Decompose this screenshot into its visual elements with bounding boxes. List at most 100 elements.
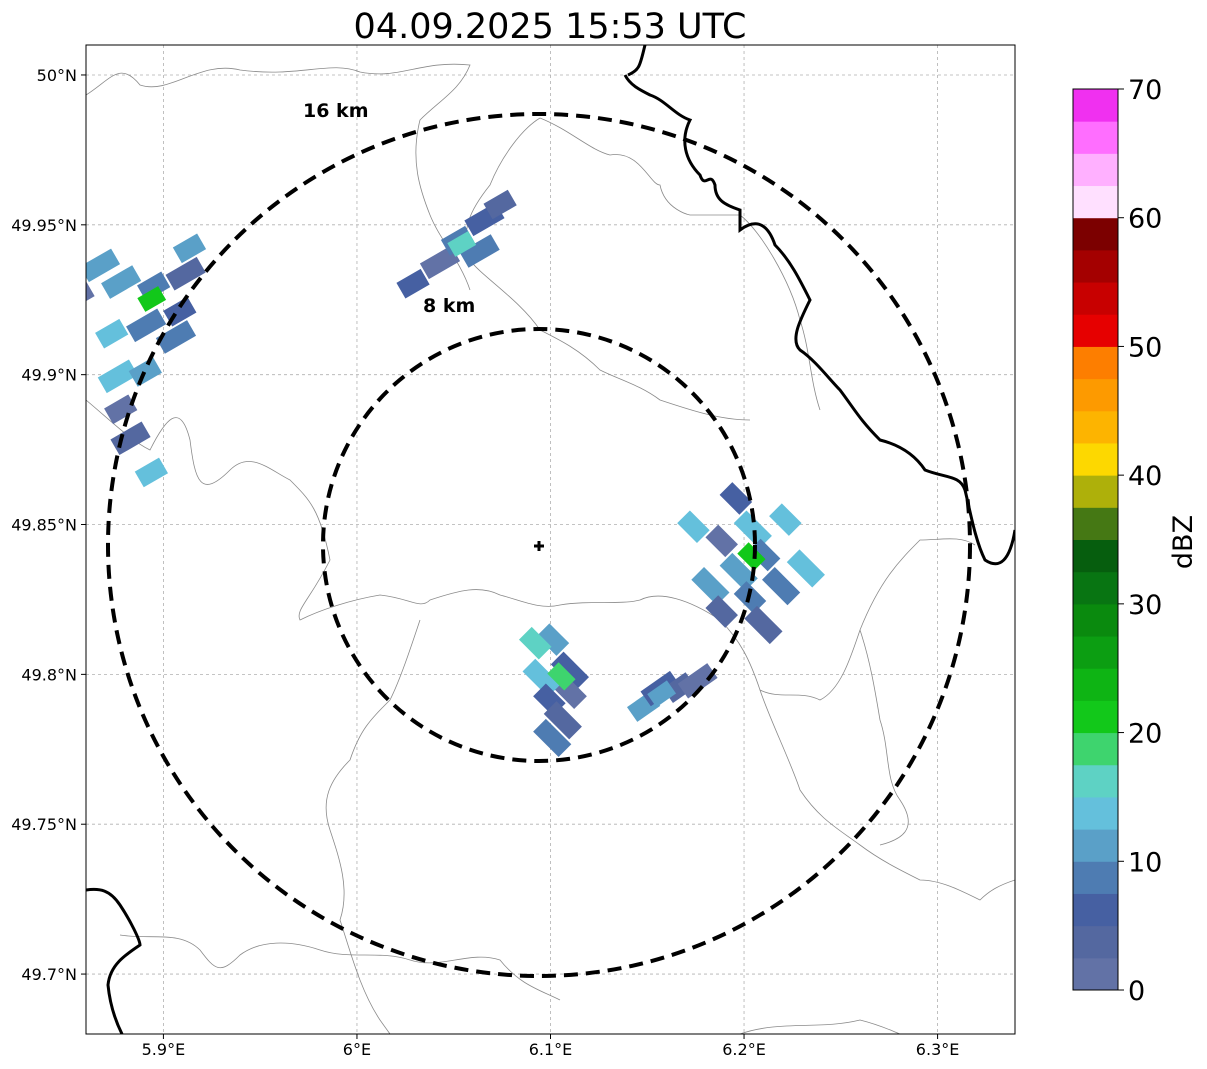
range-ring-label-8km: 8 km xyxy=(423,295,475,317)
echo-bin xyxy=(705,595,738,628)
echo-bin xyxy=(550,651,589,690)
echo-bin xyxy=(733,510,772,549)
echo-bin xyxy=(155,320,197,354)
colorbar-tick-label: 10 xyxy=(1128,847,1162,878)
range-ring-label-16km: 16 km xyxy=(303,100,369,122)
echo-bin xyxy=(762,567,801,606)
map-panel: 16 km 8 km xyxy=(85,44,1016,1035)
echo-north-cell xyxy=(396,189,517,299)
colorbar-band xyxy=(1073,925,1118,959)
admin-border-east-lower xyxy=(859,629,909,846)
colorbar-band xyxy=(1073,346,1118,380)
range-rings xyxy=(106,112,972,978)
echo-bin xyxy=(86,248,121,283)
colorbar-band xyxy=(1073,668,1118,701)
admin-border-southeast xyxy=(759,689,1015,901)
lat-tick-label: 49.95°N xyxy=(11,216,77,235)
colorbar-band xyxy=(1073,475,1118,508)
colorbar-band xyxy=(1073,121,1118,154)
colorbar-band xyxy=(1073,829,1118,862)
lat-tick-label: 49.85°N xyxy=(11,516,77,535)
colorbar-band xyxy=(1073,732,1118,766)
admin-borders xyxy=(86,45,1015,1034)
echo-bin xyxy=(536,623,570,656)
echo-bin xyxy=(128,357,162,387)
echo-bin xyxy=(719,482,753,515)
lat-tick-label: 49.7°N xyxy=(21,965,77,984)
echo-bin xyxy=(677,510,710,543)
colorbar-band xyxy=(1073,700,1118,734)
colorbar-tick-label: 70 xyxy=(1128,75,1162,106)
echo-bin xyxy=(396,268,430,299)
echo-bin xyxy=(101,265,142,299)
colorbar-band xyxy=(1073,249,1118,283)
colorbar-band xyxy=(1073,153,1118,187)
colorbar-ticks: 0 10 20 30 40 50 60 70 xyxy=(1118,75,1162,1007)
colorbar-band xyxy=(1073,410,1118,444)
colorbar-band xyxy=(1073,957,1118,991)
echo-core xyxy=(547,662,576,691)
lat-tick-label: 49.75°N xyxy=(11,815,77,834)
colorbar-band xyxy=(1073,282,1118,315)
echo-bin xyxy=(691,567,730,606)
echo-core xyxy=(647,680,677,708)
colorbar-band xyxy=(1073,893,1118,927)
echo-south-cell xyxy=(518,623,589,758)
range-ring-16km xyxy=(106,112,972,978)
colorbar-tick-label: 0 xyxy=(1128,976,1145,1007)
colorbar-band xyxy=(1073,185,1118,219)
admin-border-south xyxy=(325,619,421,1034)
admin-border-west xyxy=(86,399,501,621)
admin-border-east xyxy=(539,117,821,411)
echo-bin xyxy=(786,549,825,588)
colorbar-band xyxy=(1073,89,1118,122)
echo-bin xyxy=(677,663,718,699)
echo-bin xyxy=(483,189,517,220)
colorbar-band xyxy=(1073,217,1118,251)
lon-tick-label: 6.1°E xyxy=(529,1040,573,1059)
admin-border-southwest xyxy=(119,934,561,1001)
colorbar-band xyxy=(1073,442,1118,476)
echo-core xyxy=(737,542,766,571)
admin-border-north xyxy=(86,63,471,291)
colorbar-tick-label: 30 xyxy=(1128,590,1162,621)
lon-tick-label: 5.9°E xyxy=(142,1040,186,1059)
echo-bin xyxy=(172,233,207,264)
colorbar-band xyxy=(1073,314,1118,347)
radar-site-marker xyxy=(534,541,544,551)
echo-bin xyxy=(126,308,167,343)
echo-bin xyxy=(518,626,552,660)
echo-bin xyxy=(705,524,738,558)
map-title: 04.09.2025 15:53 UTC xyxy=(354,7,747,47)
echo-bin xyxy=(769,503,802,536)
axis-ticks: 5.9°E 6°E 6.1°E 6.2°E 6.3°E 50°N 49.95°N 49.9°N… xyxy=(11,66,959,1059)
colorbar-band xyxy=(1073,378,1118,412)
colorbar-frame xyxy=(1072,88,1119,991)
echo-bin xyxy=(533,718,572,758)
colorbar-label: dBZ xyxy=(1168,515,1199,569)
colorbar-band xyxy=(1073,764,1118,798)
echo-bin xyxy=(543,701,582,740)
echo-bin xyxy=(522,658,561,697)
admin-border-northcentral xyxy=(465,117,751,421)
colorbar-band xyxy=(1073,603,1118,637)
echo-bin xyxy=(134,457,169,488)
echo-bin xyxy=(104,394,138,425)
colorbar-bands xyxy=(1073,89,1118,991)
lon-tick-label: 6.3°E xyxy=(916,1040,960,1059)
colorbar-band xyxy=(1073,796,1118,830)
colorbar-tick-label: 50 xyxy=(1128,332,1162,363)
range-ring-8km xyxy=(321,327,757,763)
colorbar-band xyxy=(1073,539,1118,573)
lon-tick-label: 6°E xyxy=(343,1040,371,1059)
lat-tick-label: 50°N xyxy=(37,66,77,85)
echo-core xyxy=(137,286,167,312)
colorbar-band xyxy=(1073,507,1118,540)
echo-bin xyxy=(459,234,500,268)
coordinate-grid xyxy=(86,45,1015,1034)
echo-bin xyxy=(97,359,138,394)
colorbar-tick-label: 20 xyxy=(1128,719,1162,750)
colorbar-band xyxy=(1073,571,1118,605)
colorbar-tick-label: 60 xyxy=(1128,204,1162,235)
